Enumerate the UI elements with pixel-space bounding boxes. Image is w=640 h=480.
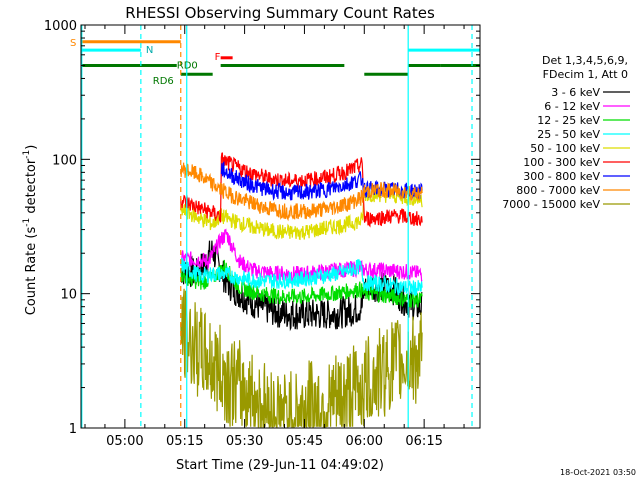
legend-label: 800 - 7000 keV	[516, 184, 600, 197]
legend-label: 25 - 50 keV	[537, 128, 600, 141]
legend-label: 50 - 100 keV	[530, 142, 600, 155]
flag-label-flare: F	[215, 52, 221, 63]
flag-label-rd0: RD0	[177, 60, 198, 71]
series-line-6	[220, 160, 423, 201]
timestamp: 18-Oct-2021 03:50	[560, 468, 636, 477]
flag-label-rd6: RD6	[153, 76, 174, 87]
x-tick-label: 06:15	[405, 434, 442, 449]
chart-title: RHESSI Observing Summary Count Rates	[125, 4, 435, 22]
flag-label-saa: S	[70, 38, 76, 49]
legend: Det 1,3,4,5,6,9,FDecim 1, Att 0 3 - 6 keV…	[502, 54, 630, 211]
x-tick-label: 05:00	[106, 434, 143, 449]
x-axis-label: Start Time (29-Jun-11 04:49:02)	[176, 458, 384, 473]
legend-label: 100 - 300 keV	[523, 156, 600, 169]
x-tick-label: 05:45	[286, 434, 323, 449]
y-axis-label: Count Rate (s-1 detector-1)	[22, 145, 39, 316]
y-tick-label: 100	[52, 153, 77, 168]
legend-label: 3 - 6 keV	[551, 86, 600, 99]
x-tick-label: 05:30	[226, 434, 263, 449]
x-tick-label: 05:15	[166, 434, 203, 449]
legend-label: 7000 - 15000 keV	[502, 198, 600, 211]
y-tick-label: 1000	[44, 19, 77, 34]
legend-header-line: FDecim 1, Att 0	[543, 68, 628, 81]
series-line-1	[180, 228, 423, 283]
flag-label-night: N	[146, 45, 153, 56]
legend-label: 6 - 12 keV	[544, 100, 600, 113]
legend-label: 300 - 800 keV	[523, 170, 600, 183]
legend-header-line: Det 1,3,4,5,6,9,	[542, 54, 628, 67]
y-tick-label: 1	[69, 422, 77, 437]
legend-label: 12 - 25 keV	[537, 114, 600, 127]
y-tick-label: 10	[60, 288, 77, 303]
series-line-3	[180, 257, 423, 296]
series-line-7	[180, 162, 423, 222]
series-line-8	[180, 288, 423, 428]
x-tick-label: 06:00	[346, 434, 383, 449]
plot-frame	[80, 24, 481, 429]
